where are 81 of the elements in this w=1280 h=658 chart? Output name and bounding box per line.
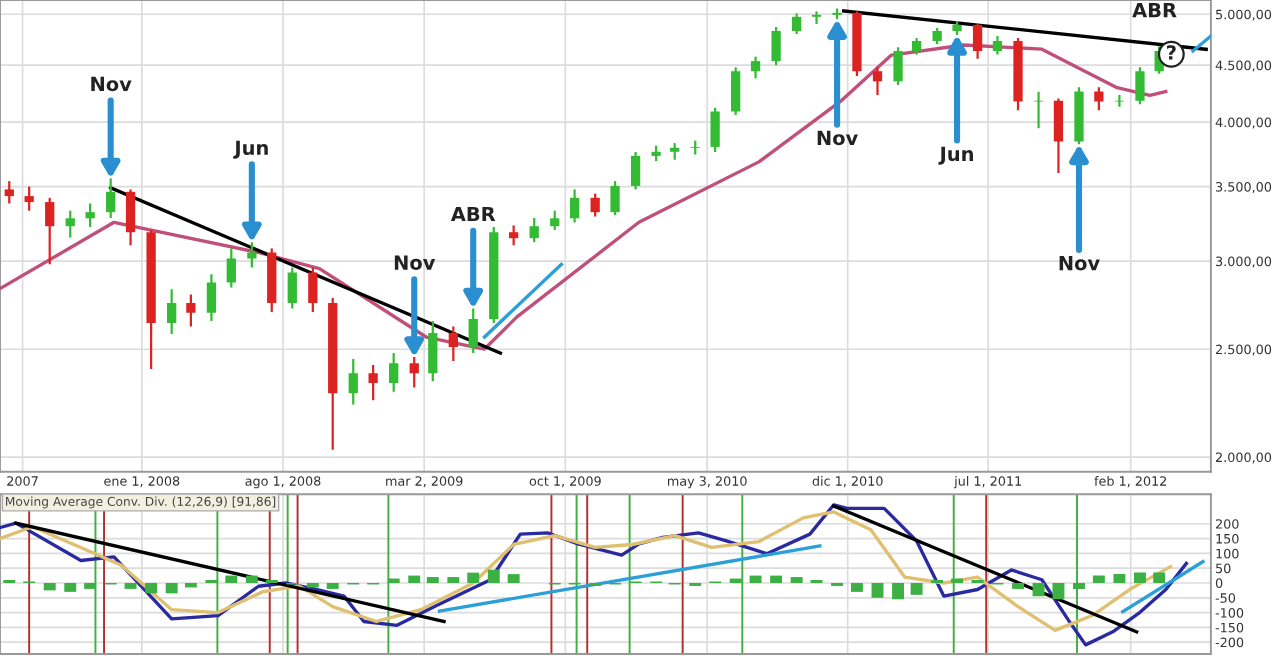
bar xyxy=(790,577,803,583)
candlestick xyxy=(893,46,903,87)
annotation: Jun xyxy=(233,140,268,159)
bar xyxy=(892,582,905,600)
candlestick xyxy=(167,288,177,336)
candlestick xyxy=(206,273,217,323)
candlestick xyxy=(750,55,761,80)
bar xyxy=(1012,582,1024,589)
candlestick xyxy=(226,247,236,289)
annotation: Jun xyxy=(938,146,973,165)
candlestick xyxy=(630,150,641,191)
bar xyxy=(245,575,258,583)
candlestick xyxy=(308,266,318,314)
annotation: ? xyxy=(1167,45,1176,60)
candlestick xyxy=(1135,66,1145,106)
candlestick xyxy=(368,363,378,402)
candlestick xyxy=(811,10,822,26)
candlestick xyxy=(792,12,802,36)
candlestick xyxy=(389,352,399,393)
bar xyxy=(64,582,77,592)
annotation: Nov xyxy=(1059,256,1100,271)
bar xyxy=(145,582,158,594)
bar xyxy=(306,582,319,588)
bar xyxy=(770,575,783,583)
bar xyxy=(871,582,884,598)
bar xyxy=(447,577,460,583)
bar xyxy=(1032,582,1045,597)
candlestick xyxy=(710,106,720,154)
candlestick xyxy=(287,266,297,310)
annotation: Nov xyxy=(394,255,436,270)
candlestick xyxy=(106,177,116,220)
candlestick xyxy=(468,307,478,355)
candlestick xyxy=(348,357,358,406)
bar xyxy=(326,582,339,589)
candlestick xyxy=(771,25,781,67)
candlestick xyxy=(409,355,419,389)
candlestick xyxy=(125,188,136,247)
bar xyxy=(1113,574,1126,583)
candlestick xyxy=(24,185,34,212)
candlestick xyxy=(247,241,257,269)
bar xyxy=(910,582,923,595)
bar xyxy=(1153,572,1166,583)
candlestick xyxy=(45,196,55,266)
candlestick xyxy=(448,325,458,363)
candlestick xyxy=(1094,86,1104,112)
candlestick xyxy=(85,202,95,229)
bar xyxy=(124,582,137,589)
bar xyxy=(1052,582,1065,600)
bar xyxy=(43,582,56,591)
bar xyxy=(1134,572,1146,583)
candlestick xyxy=(509,224,519,247)
bar xyxy=(467,572,480,583)
line-series xyxy=(0,510,1173,633)
candlestick xyxy=(550,209,560,232)
candlestick xyxy=(992,34,1003,56)
candlestick xyxy=(4,180,14,205)
annotation: Nov xyxy=(817,130,858,146)
candlestick xyxy=(186,293,196,328)
candlestick xyxy=(872,66,883,97)
bar xyxy=(184,582,197,588)
bar xyxy=(487,569,500,583)
bar xyxy=(1092,575,1105,583)
bar xyxy=(851,582,863,592)
candlestick xyxy=(428,319,438,383)
candlestick xyxy=(1053,97,1064,175)
bar xyxy=(408,575,421,583)
candlestick xyxy=(65,209,75,239)
bar xyxy=(507,574,520,583)
candlestick xyxy=(610,180,620,217)
bar xyxy=(165,582,178,594)
candlestick xyxy=(569,188,580,224)
annotation: Nov xyxy=(91,76,132,92)
candlestick xyxy=(529,216,539,244)
bar xyxy=(426,577,439,583)
annotation: ABR xyxy=(1132,2,1177,18)
candlestick xyxy=(972,22,983,60)
bar xyxy=(749,575,762,583)
candlestick xyxy=(590,192,600,218)
candlestick xyxy=(731,66,741,117)
annotation: ABR xyxy=(450,206,496,222)
bar xyxy=(225,575,238,583)
